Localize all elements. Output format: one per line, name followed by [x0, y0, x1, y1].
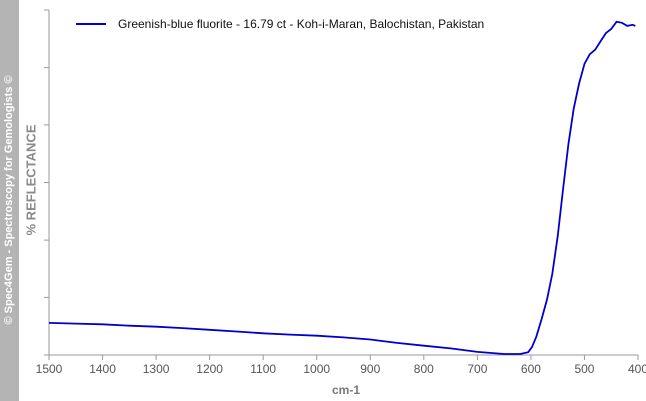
- x-tick-label: 800: [414, 362, 434, 376]
- axes: [48, 10, 638, 356]
- x-tick-label: 400: [628, 362, 646, 376]
- x-tick-label: 700: [467, 362, 487, 376]
- x-tick-label: 1000: [303, 362, 330, 376]
- x-axis-label: cm-1: [332, 383, 360, 397]
- series-line: [48, 20, 636, 355]
- ticks: 1500 1400 1300 1200 1100 1000 900 800 700 600 500 4…: [36, 9, 646, 376]
- x-tick-label: 1300: [143, 362, 170, 376]
- copyright-strip: [0, 0, 19, 401]
- x-tick-label: 1200: [196, 362, 223, 376]
- x-tick-label: 600: [521, 362, 541, 376]
- x-tick-label: 1100: [250, 362, 276, 376]
- x-tick-label: 1400: [89, 362, 116, 376]
- legend: Greenish-blue fluorite - 16.79 ct - Koh-…: [76, 17, 484, 31]
- x-tick-label: 900: [360, 362, 380, 376]
- x-tick-label: 1500: [36, 362, 63, 376]
- legend-label: Greenish-blue fluorite - 16.79 ct - Koh-…: [118, 17, 484, 31]
- x-tick-label: 500: [574, 362, 594, 376]
